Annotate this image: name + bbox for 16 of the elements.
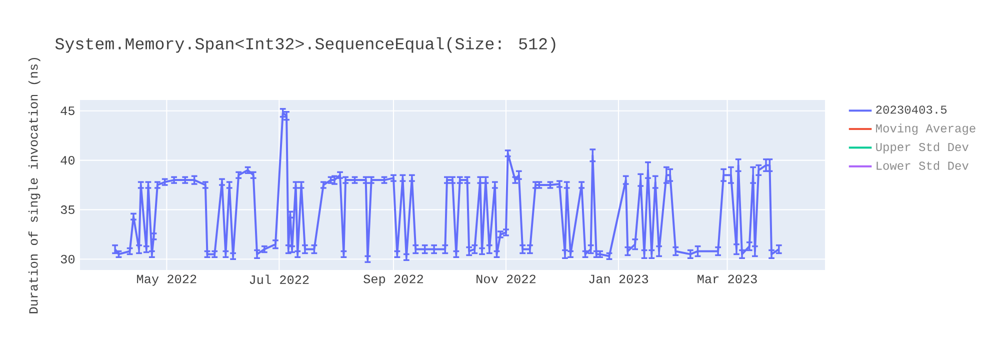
y-tick-label: 30 xyxy=(60,254,75,264)
chart-title: System.Memory.Span<Int32>.SequenceEqual(Size: 512) xyxy=(55,37,556,53)
x-tick-label: Nov 2022 xyxy=(476,274,536,284)
y-tick-label: 40 xyxy=(60,156,75,165)
x-tick-label: Mar 2023 xyxy=(698,274,757,284)
x-tick-label: Sep 2022 xyxy=(364,274,423,286)
x-tick-label: Jul 2022 xyxy=(250,274,309,284)
legend-label: Moving Average xyxy=(876,124,976,135)
y-axis-title: Duration of single invocation (ns) xyxy=(28,58,40,314)
y-tick-label: 45 xyxy=(60,106,74,116)
x-tick-label: May 2022 xyxy=(137,274,196,286)
x-tick-label: Jan 2023 xyxy=(589,274,648,284)
legend-label: 20230403.5 xyxy=(876,106,947,114)
legend-label: Upper Std Dev xyxy=(876,142,969,154)
y-tick-label: 35 xyxy=(60,205,74,214)
legend-label: Lower Std Dev xyxy=(876,161,969,170)
